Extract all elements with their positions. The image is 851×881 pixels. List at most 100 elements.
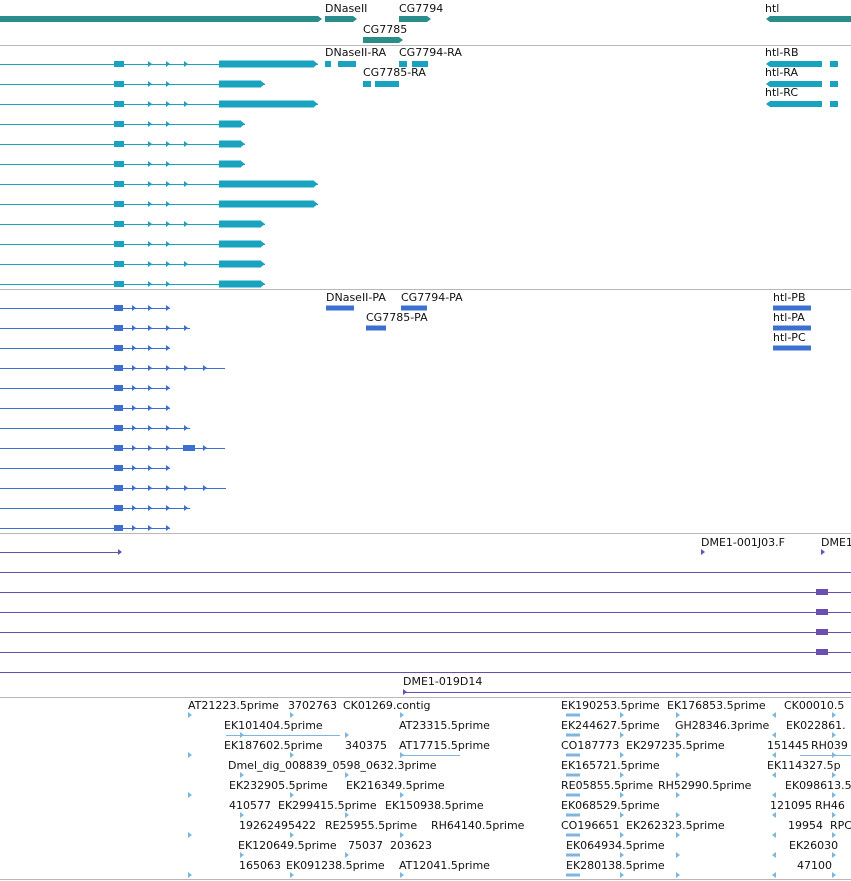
est-label[interactable]: EK064934.5prime xyxy=(566,839,665,852)
protein-block xyxy=(166,465,170,471)
gene-label-cg7794[interactable]: CG7794 xyxy=(399,2,444,15)
est-label[interactable]: EK176853.5prime xyxy=(667,699,766,712)
est-label[interactable]: CO196651 xyxy=(561,819,620,832)
est-label[interactable]: EK165721.5prime xyxy=(561,759,660,772)
clone-label[interactable]: DME1-019D14 xyxy=(403,675,483,688)
est-label[interactable]: RE05855.5prime xyxy=(561,779,654,792)
protein-label[interactable]: CG7785-PA xyxy=(366,311,428,324)
transcript-exon xyxy=(148,241,152,247)
gene-label-htl[interactable]: htl xyxy=(765,2,780,15)
est-label[interactable]: EK114327.5p xyxy=(767,759,841,772)
protein-block xyxy=(203,365,207,371)
gene-glyph xyxy=(399,37,403,43)
protein-label[interactable]: CG7794-PA xyxy=(401,291,463,304)
protein-block xyxy=(148,305,152,311)
est-glyph xyxy=(620,832,624,838)
est-label[interactable]: RH039 xyxy=(811,739,848,752)
est-label[interactable]: EK297235.5prime xyxy=(626,739,725,752)
est-glyph xyxy=(188,792,192,798)
est-glyph xyxy=(832,872,836,878)
est-label[interactable]: EK299415.5prime xyxy=(278,799,377,812)
est-label[interactable]: 410577 xyxy=(229,799,271,812)
est-label[interactable]: 203623 xyxy=(390,839,432,852)
gene-glyph xyxy=(363,37,399,43)
est-label[interactable]: EK091238.5prime xyxy=(286,859,385,872)
transcript-label[interactable]: DNaseII-RA xyxy=(325,46,387,59)
est-label[interactable]: Dmel_dig_008839_0598_0632.3prime xyxy=(228,759,437,772)
gene-label-dnaseii[interactable]: DNaseII xyxy=(325,2,368,15)
est-label[interactable]: 340375 xyxy=(345,739,387,752)
est-label[interactable]: 165063 xyxy=(239,859,281,872)
transcript-exon xyxy=(114,281,124,287)
est-label[interactable]: EK232905.5prime xyxy=(229,779,328,792)
est-label[interactable]: AT23315.5prime xyxy=(399,719,490,732)
est-label[interactable]: EK216349.5prime xyxy=(346,779,445,792)
protein-label[interactable]: DNaseII-PA xyxy=(326,291,386,304)
est-label[interactable]: AT12041.5prime xyxy=(399,859,490,872)
transcript-exon xyxy=(148,221,152,227)
est-glyph xyxy=(676,772,680,778)
protein-label[interactable]: htl-PB xyxy=(773,291,806,304)
transcript-label[interactable]: htl-RB xyxy=(765,46,799,59)
est-glyph xyxy=(566,853,580,857)
est-label[interactable]: EK068529.5prime xyxy=(561,799,660,812)
clone-end xyxy=(816,609,828,615)
transcript-label[interactable]: htl-RA xyxy=(765,66,799,79)
est-label[interactable]: CK01269.contig xyxy=(343,699,431,712)
est-label[interactable]: EK098613.5p xyxy=(785,779,851,792)
est-label[interactable]: 19262495422 xyxy=(239,819,316,832)
transcript-label[interactable]: htl-RC xyxy=(765,86,799,99)
transcript-exon xyxy=(399,61,407,67)
protein-block xyxy=(401,305,427,311)
est-label[interactable]: 19954 xyxy=(788,819,823,832)
clone-label[interactable]: DME1-001J03.F xyxy=(701,536,785,549)
protein-label[interactable]: htl-PC xyxy=(773,331,806,344)
est-label[interactable]: EK190253.5prime xyxy=(561,699,660,712)
protein-block xyxy=(114,485,123,491)
est-glyph xyxy=(772,832,776,838)
est-label[interactable]: 47100 xyxy=(797,859,832,872)
est-label[interactable]: EK187602.5prime xyxy=(224,739,323,752)
protein-block xyxy=(166,525,170,531)
est-label[interactable]: CO187773 xyxy=(561,739,620,752)
est-label[interactable]: 121095 xyxy=(770,799,812,812)
est-label[interactable]: RPC xyxy=(830,819,851,832)
est-label[interactable]: EK262323.5prime xyxy=(626,819,725,832)
est-glyph xyxy=(188,872,192,878)
gene-label-cg7785[interactable]: CG7785 xyxy=(363,23,408,36)
est-label[interactable]: EK244627.5prime xyxy=(561,719,660,732)
est-label[interactable]: RH46 xyxy=(815,799,845,812)
est-label[interactable]: AT17715.5prime xyxy=(399,739,490,752)
est-label[interactable]: 75037 xyxy=(348,839,383,852)
est-label[interactable]: GH28346.3prime xyxy=(675,719,770,732)
est-label[interactable]: AT21223.5prime xyxy=(188,699,279,712)
transcript-exon xyxy=(148,201,152,207)
est-label[interactable]: RE25955.5prime xyxy=(325,819,418,832)
protein-block xyxy=(183,445,195,451)
est-glyph xyxy=(772,872,776,878)
est-label[interactable]: RH52990.5prime xyxy=(658,779,752,792)
est-label[interactable]: 151445 xyxy=(767,739,809,752)
protein-block xyxy=(203,485,207,491)
protein-block xyxy=(148,505,152,511)
est-label[interactable]: EK280138.5prime xyxy=(566,859,665,872)
est-label[interactable]: EK101404.5prime xyxy=(224,719,323,732)
clone-end xyxy=(118,549,122,555)
est-label[interactable]: RH64140.5prime xyxy=(431,819,525,832)
protein-label[interactable]: htl-PA xyxy=(773,311,805,324)
est-label[interactable]: CK00010.5 xyxy=(784,699,845,712)
protein-block xyxy=(366,325,386,331)
transcript-label[interactable]: CG7794-RA xyxy=(399,46,462,59)
clone-label[interactable]: DME1 xyxy=(821,536,851,549)
clone-end xyxy=(816,629,828,635)
est-label[interactable]: EK26030 xyxy=(789,839,839,852)
est-glyph xyxy=(240,852,244,858)
est-label[interactable]: EK150938.5prime xyxy=(385,799,484,812)
transcript-exon xyxy=(770,61,822,67)
est-label[interactable]: 3702763 xyxy=(288,699,337,712)
est-label[interactable]: EK022861. xyxy=(786,719,846,732)
gene-track: DNaseII CG7794 CG7785 htl xyxy=(0,0,851,45)
est-label[interactable]: EK120649.5prime xyxy=(238,839,337,852)
gene-glyph xyxy=(770,16,851,22)
transcript-label[interactable]: CG7785-RA xyxy=(363,66,426,79)
